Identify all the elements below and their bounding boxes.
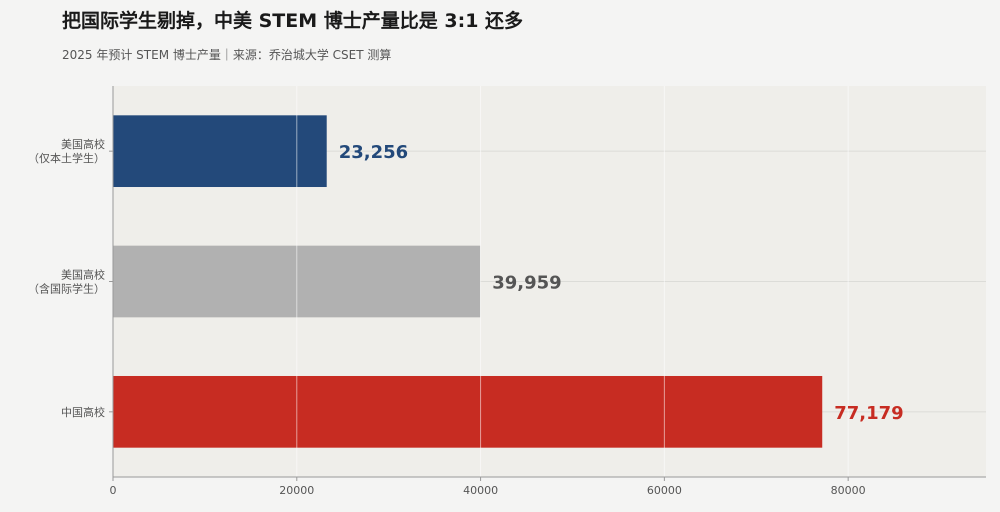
chart-subtitle: 2025 年预计 STEM 博士产量｜来源：乔治城大学 CSET 测算 — [62, 48, 392, 62]
x-tick-label: 60000 — [647, 484, 682, 497]
bar — [113, 115, 327, 188]
y-category-label: （仅本土学生） — [28, 151, 105, 165]
bar — [113, 375, 823, 448]
bar-value-label: 39,959 — [492, 273, 561, 294]
y-category-label: 中国高校 — [61, 405, 105, 419]
chart-title: 把国际学生剔掉，中美 STEM 博士产量比是 3:1 还多 — [62, 10, 524, 32]
bar-value-label: 23,256 — [339, 142, 408, 163]
x-tick-label: 40000 — [463, 484, 498, 497]
y-category-label: 美国高校 — [61, 137, 105, 151]
x-tick-label: 0 — [110, 484, 117, 497]
bar-value-label: 77,179 — [834, 403, 903, 424]
y-category-label: 美国高校 — [61, 268, 105, 282]
y-category-label: （含国际学生） — [28, 282, 105, 296]
x-tick-label: 80000 — [831, 484, 866, 497]
x-tick-label: 20000 — [279, 484, 314, 497]
